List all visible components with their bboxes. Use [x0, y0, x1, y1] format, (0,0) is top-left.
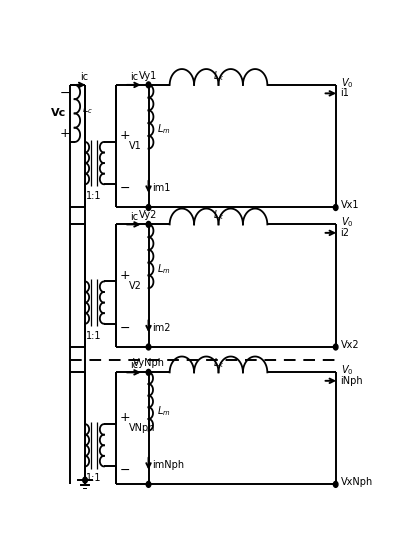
Text: ic: ic — [130, 212, 138, 222]
Text: im2: im2 — [152, 323, 171, 333]
Text: V1: V1 — [129, 141, 142, 151]
Text: +: + — [119, 411, 130, 424]
Text: Vy1: Vy1 — [139, 71, 158, 81]
Text: Vy2: Vy2 — [139, 210, 158, 220]
Text: imNph: imNph — [152, 460, 184, 470]
Text: +: + — [119, 268, 130, 282]
Text: Vx2: Vx2 — [341, 340, 359, 350]
Text: ic: ic — [80, 72, 88, 82]
Circle shape — [333, 344, 338, 350]
Text: i1: i1 — [341, 88, 349, 98]
Text: 1:1: 1:1 — [87, 191, 102, 201]
Text: i2: i2 — [341, 228, 349, 238]
Text: VxNph: VxNph — [341, 477, 373, 488]
Text: −: − — [59, 87, 70, 100]
Text: $V_0$: $V_0$ — [341, 363, 353, 377]
Text: $L_k$: $L_k$ — [213, 208, 224, 222]
Circle shape — [333, 481, 338, 488]
Circle shape — [146, 205, 151, 210]
Text: +: + — [119, 129, 130, 142]
Text: Vc: Vc — [51, 109, 67, 119]
Text: $L_m$: $L_m$ — [157, 405, 170, 418]
Text: −: − — [119, 182, 130, 195]
Text: VyNph: VyNph — [133, 358, 165, 368]
Circle shape — [83, 477, 87, 483]
Text: 1:1: 1:1 — [87, 473, 102, 483]
Text: im1: im1 — [152, 183, 171, 193]
Circle shape — [333, 205, 338, 210]
Text: $L_k$: $L_k$ — [213, 69, 224, 82]
Text: $L_k$: $L_k$ — [213, 356, 224, 370]
Circle shape — [146, 344, 151, 350]
Circle shape — [146, 369, 151, 376]
Text: $V_0$: $V_0$ — [341, 76, 353, 89]
Text: Vx1: Vx1 — [341, 200, 359, 210]
Text: ic: ic — [130, 72, 138, 82]
Circle shape — [146, 481, 151, 488]
Text: V2: V2 — [129, 281, 142, 291]
Text: iNph: iNph — [341, 376, 363, 386]
Text: −: − — [119, 464, 130, 477]
Circle shape — [146, 221, 151, 227]
Circle shape — [146, 82, 151, 88]
Text: $V_0$: $V_0$ — [341, 215, 353, 229]
Text: $L_m$: $L_m$ — [157, 122, 170, 136]
Text: +: + — [59, 127, 70, 140]
Text: $L_m$: $L_m$ — [157, 262, 170, 276]
Text: VNph: VNph — [129, 423, 155, 433]
Text: ic: ic — [130, 360, 138, 369]
Text: −: − — [119, 322, 130, 334]
Text: 1:1: 1:1 — [87, 330, 102, 340]
Text: $L_c$: $L_c$ — [82, 102, 93, 116]
